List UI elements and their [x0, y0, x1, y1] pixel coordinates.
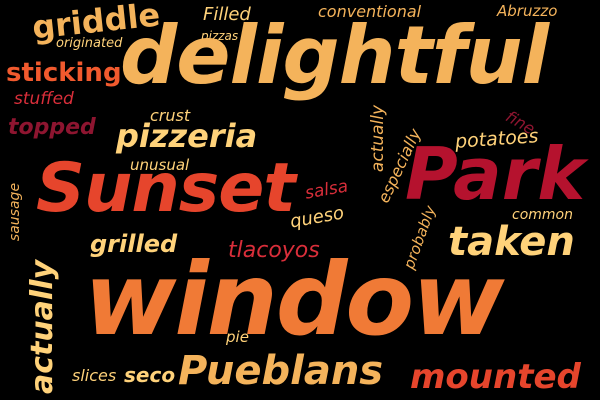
word-pie: pie — [226, 328, 249, 346]
word-sausage: sausage — [7, 182, 24, 242]
word-sunset: Sunset — [36, 149, 296, 228]
word-actually-large: actually — [25, 259, 61, 395]
word-stuffed: stuffed — [14, 89, 74, 109]
word-window: window — [84, 241, 505, 358]
word-actually-small: actually — [368, 104, 389, 173]
word-filled: Filled — [203, 4, 251, 25]
word-common: common — [512, 207, 573, 223]
word-pizzas: pizzas — [201, 29, 239, 43]
word-topped: topped — [8, 115, 96, 140]
word-originated: originated — [56, 36, 123, 51]
word-sticking: sticking — [6, 58, 122, 88]
word-delightful: delightful — [120, 9, 549, 102]
word-unusual: unusual — [130, 156, 190, 174]
word-slices: slices — [72, 366, 117, 385]
word-queso: queso — [288, 202, 346, 233]
word-seco: seco — [124, 363, 176, 387]
word-crust: crust — [150, 106, 191, 125]
word-pizzeria: pizzeria — [116, 117, 258, 155]
word-tlacoyos: tlacoyos — [228, 238, 320, 263]
word-salsa: salsa — [303, 176, 350, 204]
word-abruzzo: Abruzzo — [497, 2, 558, 20]
word-mounted: mounted — [410, 357, 581, 397]
word-grilled: grilled — [90, 230, 178, 258]
word-pueblans: Pueblans — [178, 348, 384, 394]
word-taken: taken — [448, 219, 575, 265]
word-conventional: conventional — [318, 2, 422, 21]
word-park: Park — [405, 132, 586, 216]
